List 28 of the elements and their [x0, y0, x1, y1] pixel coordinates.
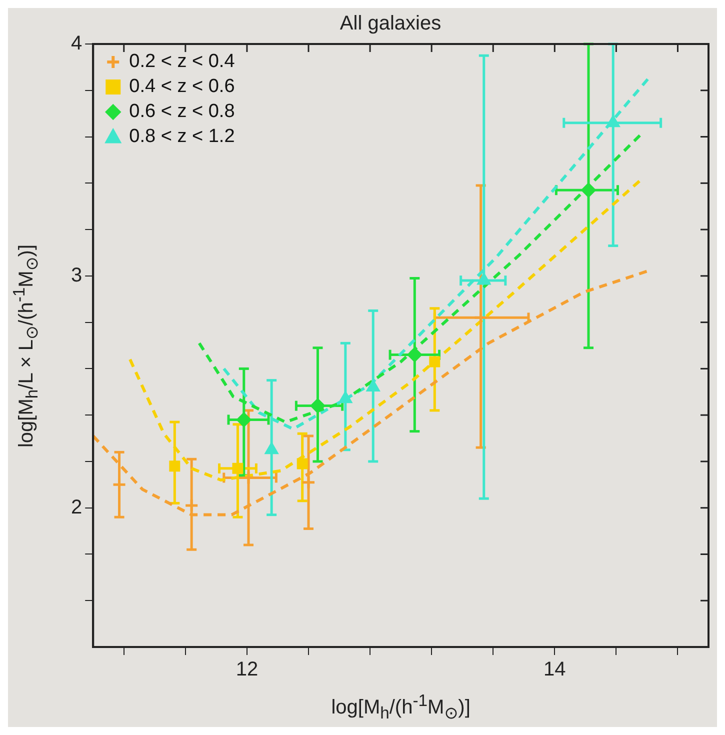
- x-tick-label: 14: [544, 658, 566, 681]
- point: [169, 460, 180, 472]
- point: [265, 442, 278, 454]
- point: [366, 380, 380, 392]
- legend-label: 0.8 < z < 1.2: [129, 126, 235, 148]
- point: [338, 392, 352, 404]
- y-tick-label: 3: [71, 264, 82, 286]
- point: [296, 458, 308, 470]
- point: [581, 182, 596, 198]
- point: [236, 412, 252, 427]
- y-tick-label: 2: [71, 496, 82, 518]
- point: [429, 356, 440, 368]
- x-axis-title: log[M$_{h}$/(h$^{-1}$M$_{⊙}$)]: [331, 691, 470, 724]
- point: [474, 310, 488, 325]
- y-tick-label: 4: [71, 32, 82, 55]
- legend-label: 0.2 < z < 0.4: [129, 51, 236, 72]
- point: [310, 398, 325, 414]
- legend-label: 0.6 < z < 0.8: [129, 101, 235, 122]
- point: [606, 116, 620, 128]
- point: [112, 477, 127, 492]
- point: [407, 348, 422, 362]
- legend-label: 0.4 < z < 0.6: [129, 76, 235, 98]
- point: [232, 462, 244, 474]
- chart-title: All galaxies: [340, 12, 442, 35]
- point: [477, 273, 490, 285]
- point: [301, 475, 316, 490]
- point: [184, 498, 199, 513]
- x-tick-label: 12: [236, 658, 258, 681]
